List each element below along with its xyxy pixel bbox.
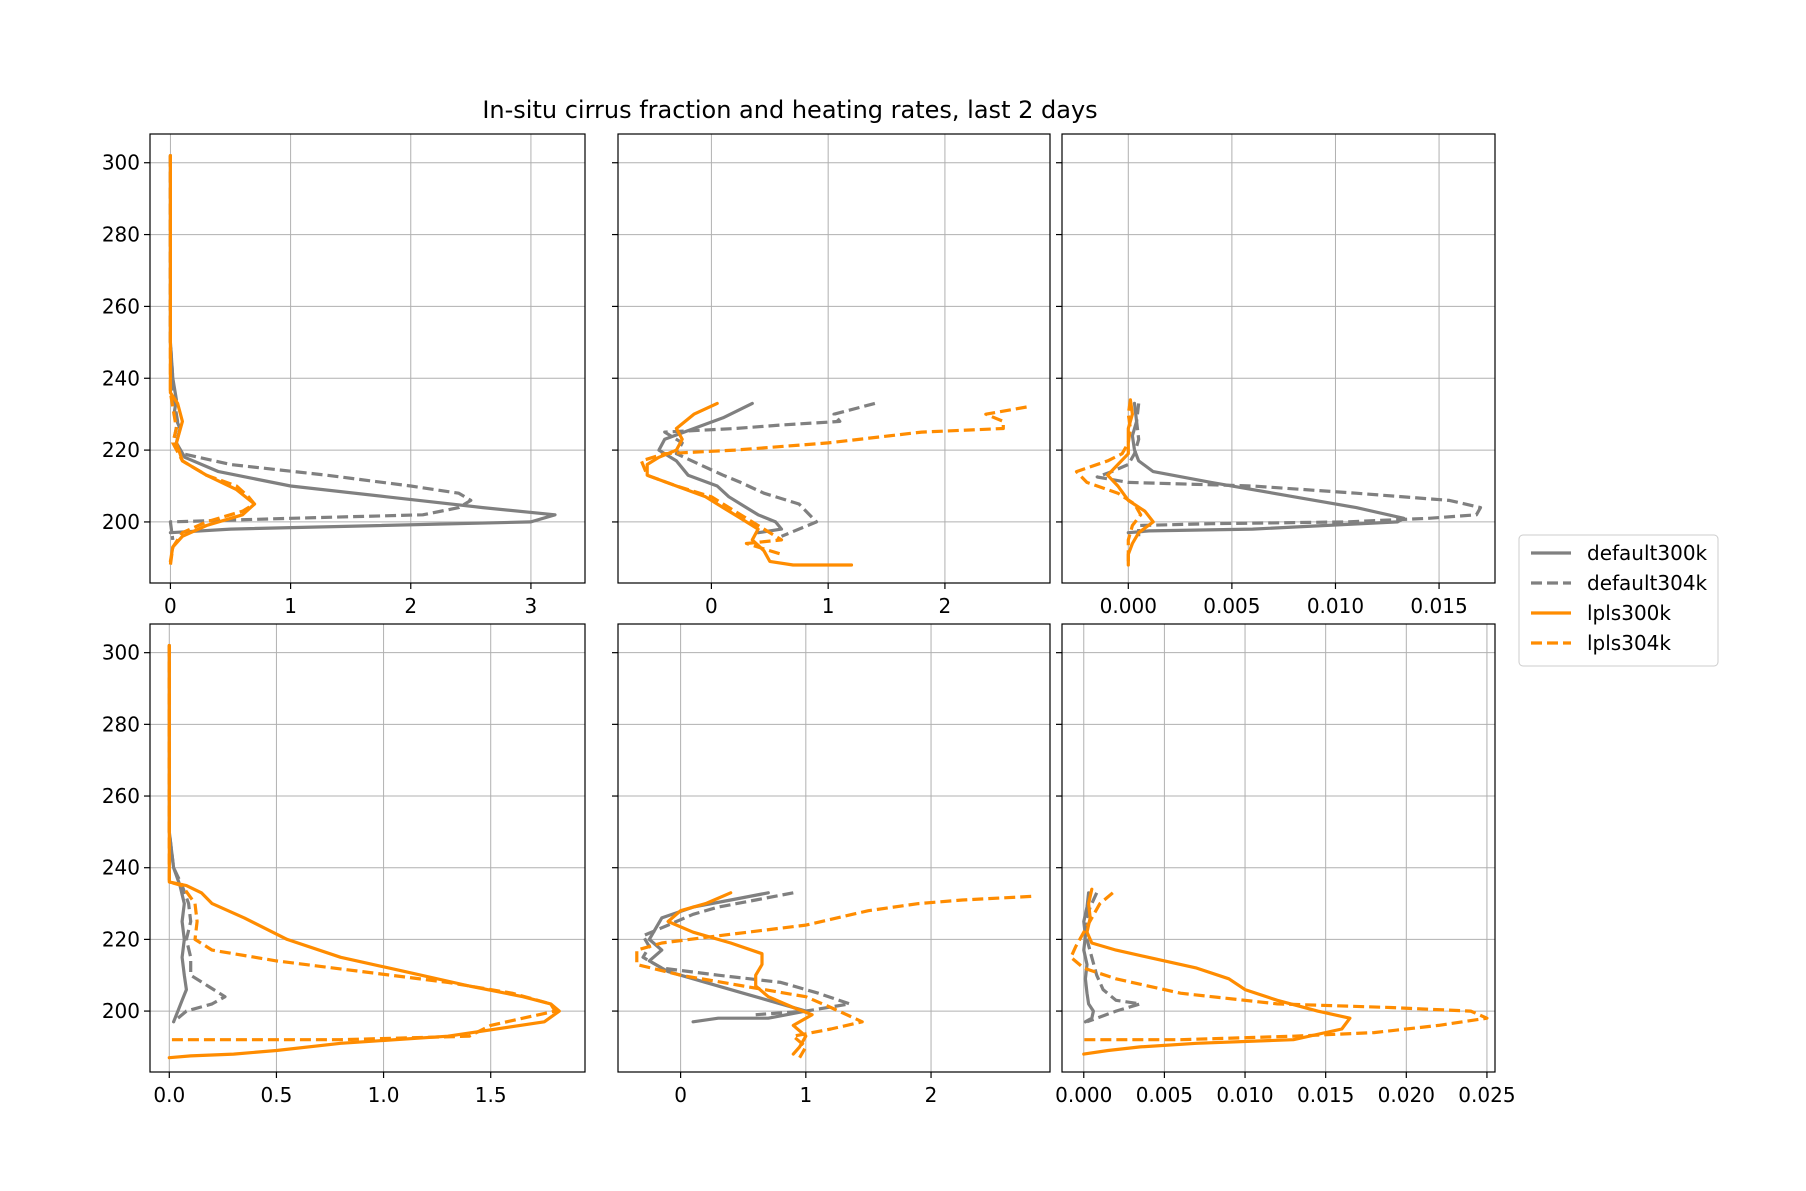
series-group bbox=[168, 154, 557, 566]
x-tick-label: 0 bbox=[164, 594, 177, 618]
series-line-default300k bbox=[1126, 401, 1406, 535]
series-line-lpls304k bbox=[167, 645, 557, 1042]
legend-entry: default300k bbox=[1531, 541, 1708, 565]
plot-area bbox=[150, 624, 585, 1072]
x-tick-label: 1 bbox=[799, 1083, 812, 1107]
x-tick-label: 0.010 bbox=[1216, 1083, 1273, 1107]
x-tick-label: 1 bbox=[284, 594, 297, 618]
x-tick-label: 1.5 bbox=[475, 1083, 507, 1107]
x-tick-label: 0.025 bbox=[1458, 1083, 1515, 1107]
x-tick-label: 0.005 bbox=[1136, 1083, 1193, 1107]
series-group bbox=[1074, 398, 1483, 567]
x-tick-label: 0.015 bbox=[1297, 1083, 1354, 1107]
y-tick-label: 220 bbox=[102, 927, 140, 951]
legend-frame bbox=[1518, 534, 1719, 667]
legend-entry: lpls300k bbox=[1531, 601, 1671, 625]
axes-frame bbox=[1061, 623, 1496, 1073]
y-tick-label: 260 bbox=[102, 784, 140, 808]
plot-area bbox=[150, 134, 585, 583]
x-tick-label: 0 bbox=[705, 594, 718, 618]
x-tick-label: 2 bbox=[939, 594, 952, 618]
series-line-lpls304k bbox=[639, 405, 1027, 556]
series-line-lpls300k bbox=[167, 643, 561, 1060]
series-line-lpls304k bbox=[1074, 399, 1143, 565]
axes-frame bbox=[149, 623, 586, 1073]
legend-entry: lpls304k bbox=[1531, 631, 1671, 655]
legend-label: lpls300k bbox=[1587, 601, 1671, 625]
series-group bbox=[167, 643, 561, 1060]
series-line-lpls304k bbox=[168, 155, 257, 566]
series-group bbox=[639, 401, 1027, 567]
series-line-default304k bbox=[168, 155, 473, 541]
x-tick-label: 3 bbox=[525, 594, 538, 618]
y-tick-label: 200 bbox=[102, 510, 140, 534]
series-line-lpls304k bbox=[635, 894, 1032, 1059]
x-tick-label: 0.010 bbox=[1307, 594, 1364, 618]
series-line-default300k bbox=[1082, 891, 1095, 1024]
series-line-lpls300k bbox=[666, 891, 814, 1056]
axes-frame bbox=[149, 133, 586, 584]
y-tick-label: 200 bbox=[102, 999, 140, 1023]
x-tick-label: 0 bbox=[674, 1083, 687, 1107]
figure-title: In-situ cirrus fraction and heating rate… bbox=[482, 96, 1097, 124]
y-tick-label: 300 bbox=[102, 151, 140, 175]
legend-label: default300k bbox=[1587, 541, 1708, 565]
subplot-top-right: 0.000 0.005 0.010 0.015 bbox=[1056, 133, 1496, 618]
x-tick-label: 0.000 bbox=[1100, 594, 1157, 618]
series-line-lpls300k bbox=[645, 401, 854, 567]
x-tick-label: 1 bbox=[822, 594, 835, 618]
x-tick-label: 1.0 bbox=[368, 1083, 400, 1107]
subplot-top-left: 0 1 2 3 200 220 240 260 280 300 bbox=[102, 133, 586, 618]
x-tick-label: 0.020 bbox=[1378, 1083, 1435, 1107]
x-tick-label: 2 bbox=[404, 594, 417, 618]
x-tick-label: 0.005 bbox=[1203, 594, 1260, 618]
plot-area bbox=[1062, 134, 1495, 583]
plot-area bbox=[618, 134, 1050, 583]
x-tick-label: 0.015 bbox=[1410, 594, 1467, 618]
series-group bbox=[1069, 887, 1489, 1056]
y-tick-label: 280 bbox=[102, 223, 140, 247]
subplot-bottom-left: 0.0 0.5 1.0 1.5 200 220 240 260 280 300 bbox=[102, 623, 586, 1107]
series-line-default304k bbox=[1095, 403, 1483, 537]
series-line-default304k bbox=[663, 401, 876, 538]
y-tick-label: 280 bbox=[102, 712, 140, 736]
axes-frame bbox=[1061, 133, 1496, 584]
plot-area bbox=[1062, 624, 1495, 1072]
y-tick-label: 300 bbox=[102, 641, 140, 665]
x-tick-label: 2 bbox=[925, 1083, 938, 1107]
plot-area bbox=[618, 624, 1050, 1072]
x-tick-label: 0.000 bbox=[1055, 1083, 1112, 1107]
y-tick-label: 240 bbox=[102, 856, 140, 880]
series-line-default304k bbox=[167, 645, 227, 1024]
legend-label: lpls304k bbox=[1587, 631, 1671, 655]
series-line-default300k bbox=[167, 643, 188, 1024]
series-line-lpls300k bbox=[1082, 887, 1352, 1056]
subplot-top-middle: 0 1 2 bbox=[612, 133, 1051, 618]
series-line-lpls304k bbox=[1069, 891, 1489, 1042]
y-tick-label: 260 bbox=[102, 294, 140, 318]
x-tick-label: 0.0 bbox=[153, 1083, 185, 1107]
y-tick-label: 220 bbox=[102, 438, 140, 462]
legend: default300k default304k lpls300k lpls304… bbox=[1518, 534, 1719, 667]
axes-frame bbox=[617, 133, 1051, 584]
y-tick-label: 240 bbox=[102, 366, 140, 390]
x-tick-label: 0.5 bbox=[261, 1083, 293, 1107]
series-group bbox=[635, 891, 1032, 1059]
legend-label: default304k bbox=[1587, 571, 1708, 595]
series-line-default304k bbox=[641, 891, 852, 1017]
subplot-bottom-middle: 0 1 2 bbox=[612, 623, 1051, 1107]
legend-entry: default304k bbox=[1531, 571, 1708, 595]
axes-frame bbox=[617, 623, 1051, 1073]
subplot-bottom-right: 0.000 0.005 0.010 0.015 0.020 0.025 bbox=[1055, 623, 1516, 1107]
